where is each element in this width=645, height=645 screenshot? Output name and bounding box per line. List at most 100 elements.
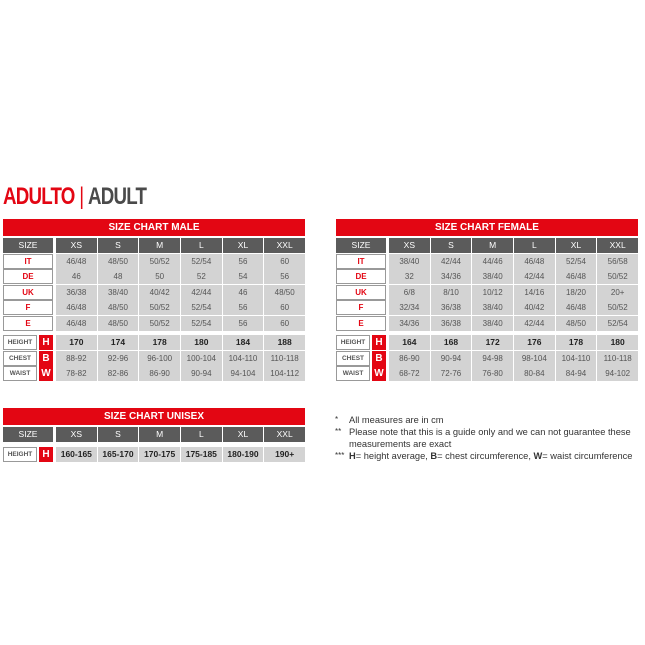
- note-marker: **: [335, 427, 342, 436]
- table-cell: 42/44: [514, 269, 555, 284]
- measure-row: WAIST W 68-72 72-76 76-80 80-84 84-94 94-102: [336, 366, 638, 381]
- table-cell: 54: [222, 269, 264, 284]
- size-header: SIZE: [3, 238, 53, 253]
- table-cell: 56: [222, 300, 264, 315]
- size-column-header: L: [514, 238, 555, 253]
- measure-row: HEIGHT H 164 168 172 176 178 180: [336, 335, 638, 350]
- note-text: Please note that this is a guide only an…: [349, 427, 631, 449]
- measure-label: WAIST W: [336, 366, 386, 381]
- table-cell: 94-102: [597, 366, 638, 381]
- table-row: UK 36/38 38/40 40/42 42/44 46 48/50: [3, 284, 305, 300]
- note-desc: = waist circumference: [542, 451, 633, 461]
- size-column-header: XL: [555, 238, 597, 253]
- table-cell: 18/20: [555, 284, 597, 300]
- size-column-header: S: [97, 427, 139, 442]
- measure-row: CHEST B 88-92 92-96 96-100 100-104 104-110 110-…: [3, 350, 305, 366]
- table-cell: 10/12: [472, 284, 513, 300]
- measure-row: HEIGHT H 170 174 178 180 184 188: [3, 335, 305, 350]
- size-chart-male: SIZE CHART MALE SIZE XS S M L XL XXL IT 46/48 48/5…: [3, 219, 305, 382]
- measure-letter-badge: H: [39, 446, 53, 462]
- table-cell: 32/34: [389, 300, 430, 315]
- table-cell: 52: [181, 269, 222, 284]
- table-cell: 50/52: [597, 300, 638, 315]
- table-cell: 110-118: [597, 350, 638, 366]
- table-cell: 165-170: [97, 446, 139, 462]
- table-cell: 52/54: [555, 253, 597, 269]
- size-column-header: M: [472, 238, 513, 253]
- country-label: DE: [3, 269, 53, 284]
- table-cell: 184: [222, 335, 264, 350]
- table-cell: 50/52: [597, 269, 638, 284]
- table-cell: 42/44: [181, 284, 222, 300]
- table-cell: 38/40: [389, 253, 430, 269]
- page-heading: ADULTO | ADULT: [3, 183, 147, 211]
- heading-primary: ADULTO: [3, 183, 75, 210]
- table-row: DE 32 34/36 38/40 42/44 46/48 50/52: [336, 269, 638, 284]
- table-cell: 36/38: [430, 300, 472, 315]
- measure-letter-badge: B: [372, 350, 386, 366]
- table-cell: 50/52: [139, 315, 180, 331]
- table-cell: 86-90: [139, 366, 180, 381]
- table-cell: 40/42: [514, 300, 555, 315]
- table-cell: 170: [56, 335, 97, 350]
- note-key: B: [430, 451, 438, 461]
- size-column-header: XXL: [264, 238, 305, 253]
- chart-title: SIZE CHART UNISEX: [3, 408, 305, 425]
- table-cell: 48/50: [97, 253, 139, 269]
- size-column-header: M: [139, 427, 180, 442]
- measure-name: HEIGHT: [3, 446, 37, 462]
- table-cell: 168: [430, 335, 472, 350]
- table-row: E 46/48 48/50 50/52 52/54 56 60: [3, 315, 305, 331]
- table-cell: 94-98: [472, 350, 513, 366]
- table-cell: 172: [472, 335, 513, 350]
- note-item: * All measures are in cm: [335, 414, 645, 426]
- table-cell: 174: [97, 335, 139, 350]
- table-cell: 20+: [597, 284, 638, 300]
- table-cell: 104-110: [555, 350, 597, 366]
- header-row: SIZE XS S M L XL XXL: [3, 238, 305, 253]
- size-column-header: XL: [222, 427, 264, 442]
- table-cell: 46/48: [514, 253, 555, 269]
- table-cell: 46/48: [555, 300, 597, 315]
- table-cell: 50/52: [139, 253, 180, 269]
- table-cell: 180-190: [222, 446, 264, 462]
- size-column-header: XS: [56, 238, 97, 253]
- table-row: IT 38/40 42/44 44/46 46/48 52/54 56/58: [336, 253, 638, 269]
- table-cell: 34/36: [389, 315, 430, 331]
- table-row: E 34/36 36/38 38/40 42/44 48/50 52/54: [336, 315, 638, 331]
- table-cell: 42/44: [514, 315, 555, 331]
- notes: * All measures are in cm ** Please note tha…: [335, 414, 645, 462]
- table-cell: 52/54: [181, 315, 222, 331]
- measure-letter-badge: W: [39, 366, 53, 381]
- table-row: IT 46/48 48/50 50/52 52/54 56 60: [3, 253, 305, 269]
- table-row: DE 46 48 50 52 54 56: [3, 269, 305, 284]
- note-key: H: [349, 451, 356, 461]
- measure-label: HEIGHT H: [3, 335, 53, 350]
- size-chart-unisex: SIZE CHART UNISEX SIZE XS S M L XL XXL HEIGHT H 16…: [3, 408, 305, 462]
- country-label: UK: [3, 284, 53, 300]
- size-column-header: XXL: [597, 238, 638, 253]
- measure-name: HEIGHT: [336, 335, 370, 350]
- table-cell: 38/40: [472, 315, 513, 331]
- measure-row: CHEST B 86-90 90-94 94-98 98-104 104-110 110-11…: [336, 350, 638, 366]
- table-cell: 78-82: [56, 366, 97, 381]
- size-column-header: XL: [222, 238, 264, 253]
- table-cell: 38/40: [472, 269, 513, 284]
- note-desc: = chest circumference,: [437, 451, 534, 461]
- table-cell: 38/40: [97, 284, 139, 300]
- table-cell: 90-94: [430, 350, 472, 366]
- table-cell: 56: [222, 253, 264, 269]
- measure-name: HEIGHT: [3, 335, 37, 350]
- measure-letter-badge: B: [39, 350, 53, 366]
- table-cell: 110-118: [264, 350, 305, 366]
- table-cell: 98-104: [514, 350, 555, 366]
- country-label: DE: [336, 269, 386, 284]
- table-cell: 68-72: [389, 366, 430, 381]
- table-cell: 46: [56, 269, 97, 284]
- measure-label: HEIGHT H: [3, 446, 53, 462]
- table-cell: 44/46: [472, 253, 513, 269]
- table-cell: 178: [139, 335, 180, 350]
- country-label: IT: [336, 253, 386, 269]
- table-cell: 50/52: [139, 300, 180, 315]
- size-column-header: S: [97, 238, 139, 253]
